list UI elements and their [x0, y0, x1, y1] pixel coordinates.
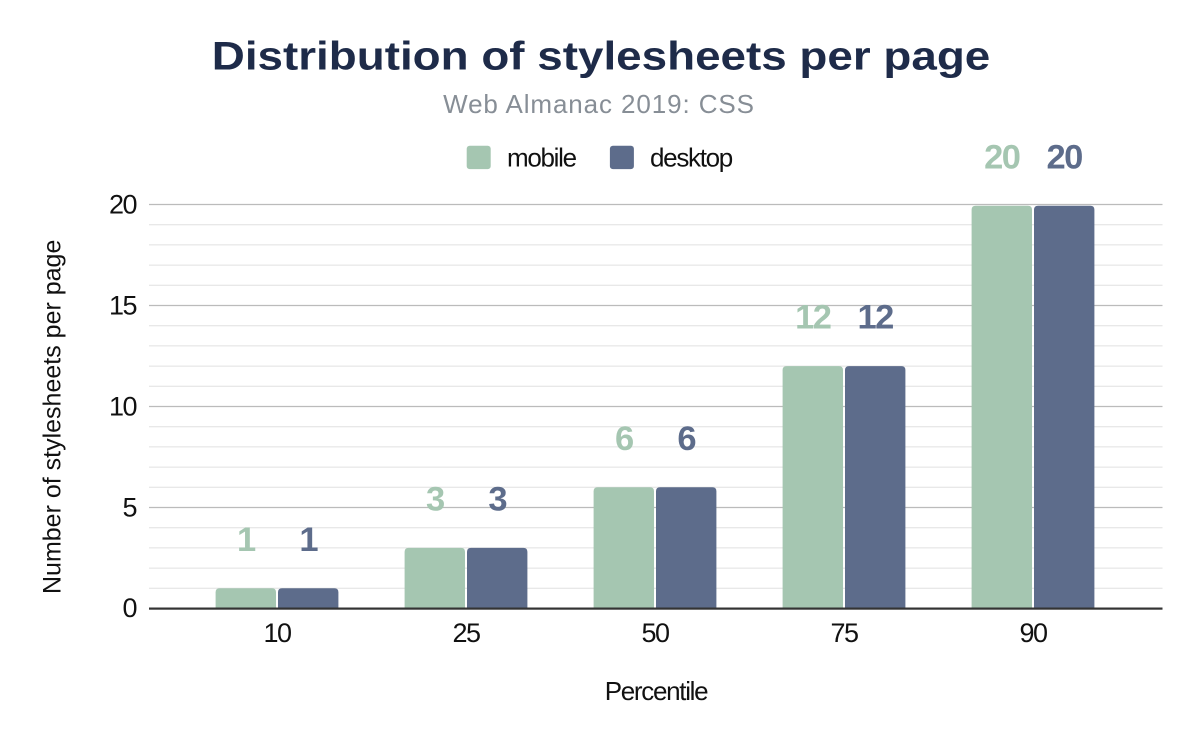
svg-text:Distribution of stylesheets pe: Distribution of stylesheets per page [212, 34, 991, 79]
svg-text:3: 3 [426, 480, 444, 518]
svg-text:Percentile: Percentile [605, 676, 708, 706]
svg-text:3: 3 [488, 480, 506, 518]
svg-text:mobile: mobile [507, 143, 577, 173]
svg-text:20: 20 [109, 190, 137, 220]
svg-text:75: 75 [830, 618, 858, 648]
svg-text:20: 20 [984, 138, 1020, 176]
svg-text:desktop: desktop [650, 143, 733, 173]
svg-text:10: 10 [263, 618, 291, 648]
svg-text:1: 1 [237, 521, 256, 559]
svg-text:25: 25 [452, 618, 480, 648]
svg-text:1: 1 [299, 521, 318, 559]
svg-text:10: 10 [109, 392, 137, 422]
svg-text:Web Almanac 2019: CSS: Web Almanac 2019: CSS [443, 89, 755, 119]
svg-text:0: 0 [122, 593, 136, 623]
svg-text:Number of stylesheets per page: Number of stylesheets per page [39, 240, 67, 594]
svg-text:12: 12 [795, 299, 831, 337]
svg-text:5: 5 [122, 493, 136, 523]
svg-text:6: 6 [615, 420, 633, 458]
svg-text:50: 50 [641, 618, 669, 648]
svg-text:12: 12 [858, 299, 894, 337]
svg-text:15: 15 [109, 291, 137, 321]
svg-text:20: 20 [1047, 138, 1083, 176]
svg-text:90: 90 [1019, 618, 1047, 648]
svg-text:6: 6 [677, 420, 695, 458]
